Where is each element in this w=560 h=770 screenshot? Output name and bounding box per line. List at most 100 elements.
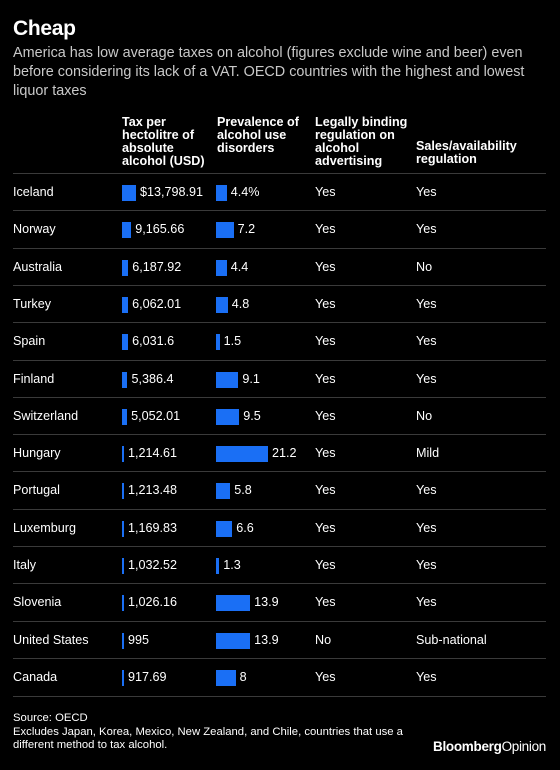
tax-bar (122, 408, 128, 425)
sales-value: Sub-national (416, 632, 487, 647)
prevalence-value: 13.9 (254, 595, 279, 610)
tax-value: 917.69 (128, 669, 167, 684)
tax-value: 995 (128, 632, 150, 647)
tax-value: 1,026.16 (128, 595, 178, 610)
tax-value: $13,798.91 (140, 185, 204, 199)
country-label: Spain (13, 334, 46, 349)
prevalence-bar (216, 334, 220, 351)
tax-bar (122, 259, 129, 276)
tax-bar (122, 185, 136, 201)
tax-bar (122, 595, 124, 612)
tax-bar (122, 632, 124, 649)
prevalence-bar (216, 558, 220, 574)
advertising-value: Yes (315, 334, 336, 349)
chart-subtitle: America has low average taxes on alcohol… (13, 45, 525, 99)
logo-bloomberg: Bloomberg (433, 739, 502, 754)
prevalence-value: 4.4% (230, 185, 260, 199)
tax-value: 1,032.52 (128, 558, 178, 572)
prevalence-bar (216, 296, 228, 313)
prevalence-value: 1.5 (223, 334, 242, 349)
country-label: Portugal (13, 483, 60, 498)
column-header-prevalence: Prevalence of alcohol use disorders (217, 115, 299, 155)
advertising-value: Yes (315, 259, 336, 274)
prevalence-value: 8 (239, 669, 247, 684)
country-label: Luxemburg (13, 520, 77, 535)
prevalence-value: 4.8 (231, 296, 250, 311)
table-row: Canada 917.69 8 Yes Yes (13, 657, 546, 697)
sales-value: Yes (416, 669, 437, 684)
tax-value: 6,062.01 (132, 296, 182, 311)
sales-value: Yes (416, 371, 437, 386)
advertising-value: Yes (315, 520, 336, 535)
tax-value: 5,386.4 (131, 371, 174, 386)
tax-bar (122, 222, 132, 239)
tax-bar (122, 371, 128, 388)
column-header-sales: Sales/availability regulation (416, 139, 517, 166)
table-row: Turkey 6,062.01 4.8 Yes Yes (13, 284, 546, 323)
tax-bar (122, 483, 124, 500)
source-label: Source: OECD (13, 712, 88, 724)
table-row: Slovenia 1,026.16 13.9 Yes Yes (13, 583, 546, 621)
prevalence-bar (216, 371, 239, 388)
advertising-value: Yes (315, 446, 336, 461)
advertising-value: No (315, 632, 332, 647)
logo-opinion: Opinion (501, 739, 547, 754)
prevalence-bar (216, 259, 227, 276)
prevalence-bar (216, 632, 251, 649)
table-row: Australia 6,187.92 4.4 Yes No (13, 247, 546, 286)
table-row: Iceland $13,798.91 4.4% Yes Yes (13, 173, 546, 211)
prevalence-value: 6.6 (236, 520, 254, 535)
country-label: Italy (13, 558, 37, 572)
country-label: Hungary (13, 446, 61, 461)
sales-value: Yes (416, 520, 437, 535)
sales-value: Yes (416, 558, 437, 572)
advertising-value: Yes (315, 483, 336, 498)
tax-bar (122, 669, 124, 686)
prevalence-value: 7.2 (237, 222, 256, 237)
table-row: Finland 5,386.4 9.1 Yes Yes (13, 359, 546, 398)
prevalence-value: 4.4 (230, 259, 249, 274)
column-header-tax: Tax per hectolitre of absolute alcohol (… (122, 115, 205, 168)
table-row: Italy 1,032.52 1.3 Yes Yes (13, 546, 546, 584)
prevalence-bar (216, 483, 231, 500)
prevalence-bar (216, 595, 251, 612)
country-label: Norway (13, 222, 56, 237)
advertising-value: Yes (315, 558, 336, 572)
prevalence-bar (216, 222, 234, 239)
prevalence-bar (216, 520, 233, 537)
country-label: Turkey (13, 296, 52, 311)
tax-bar (122, 446, 124, 463)
country-label: United States (13, 632, 89, 647)
table-row: Switzerland 5,052.01 9.5 Yes No (13, 396, 546, 435)
tax-value: 5,052.01 (131, 408, 181, 423)
country-label: Slovenia (13, 595, 62, 610)
table-row: Portugal 1,213.48 5.8 Yes Yes (13, 471, 546, 509)
table-row: Hungary 1,214.61 21.2 Yes Mild (13, 434, 546, 472)
table-row: Norway 9,165.66 7.2 Yes Yes (13, 210, 546, 248)
prevalence-bar (216, 446, 268, 463)
advertising-value: Yes (315, 371, 336, 386)
prevalence-value: 21.2 (272, 446, 297, 461)
tax-bar (122, 296, 129, 313)
sales-value: Yes (416, 334, 437, 349)
tax-value: 1,169.83 (128, 520, 178, 535)
tax-value: 1,213.48 (128, 483, 178, 498)
prevalence-value: 9.1 (242, 371, 260, 386)
advertising-value: Yes (315, 669, 336, 684)
prevalence-bar (216, 408, 240, 425)
exclusion-note: Excludes Japan, Korea, Mexico, New Zeala… (13, 725, 403, 752)
tax-bar (122, 558, 124, 574)
table-row: Luxemburg 1,169.83 6.6 Yes Yes (13, 508, 546, 547)
tax-bar (122, 334, 129, 351)
chart-title: Cheap (13, 17, 76, 40)
advertising-value: Yes (315, 222, 336, 237)
sales-value: Yes (416, 595, 437, 610)
tax-value: 9,165.66 (135, 222, 185, 237)
tax-value: 6,031.6 (132, 334, 175, 349)
prevalence-bar (216, 185, 227, 201)
bloomberg-opinion-logo: BloombergOpinion (433, 739, 546, 754)
advertising-value: Yes (315, 185, 336, 199)
prevalence-value: 9.5 (243, 408, 261, 423)
sales-value: Mild (416, 446, 440, 461)
sales-value: No (416, 259, 433, 274)
